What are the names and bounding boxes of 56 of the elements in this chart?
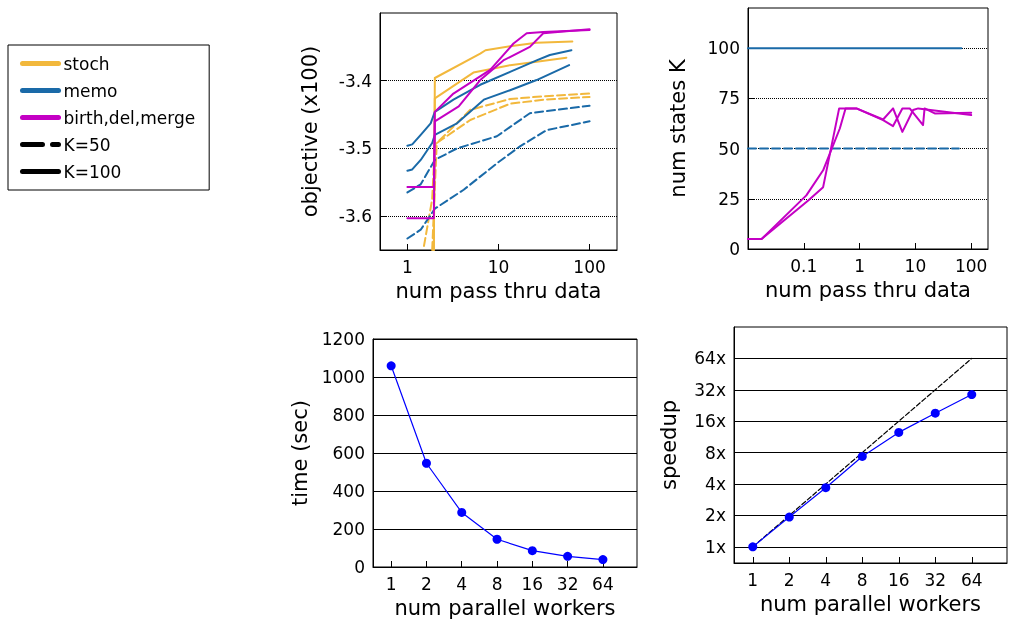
y-tick-label: 75	[718, 88, 740, 109]
y-tick-label: 400	[332, 481, 365, 501]
x-tick-label: 100	[954, 255, 988, 276]
y-tick-label: -3.4	[338, 70, 372, 91]
y-tick-label: 600	[332, 443, 365, 463]
x-axis-title: num parallel workers	[759, 591, 982, 616]
legend-label: K=50	[63, 134, 111, 155]
x-tick-label: 1	[402, 256, 413, 277]
y-tick-label: 1200	[321, 329, 365, 349]
x-axis-title: num pass thru data	[395, 278, 602, 303]
y-tick-label: 200	[332, 519, 365, 539]
y-tick-label: 64x	[694, 348, 726, 369]
x-tick-label: 2	[783, 569, 795, 590]
legend-label: memo	[63, 80, 118, 101]
x-axis-title: num pass thru data	[765, 277, 971, 302]
y-axis-title: speedup	[656, 399, 681, 491]
x-tick-label: 10	[487, 256, 510, 277]
x-tick-label: 1	[747, 569, 759, 590]
x-tick-label: 2	[421, 573, 432, 594]
x-axis-title: num parallel workers	[394, 595, 616, 620]
y-tick-label: 50	[718, 138, 740, 159]
y-tick-label: 800	[332, 405, 365, 425]
y-tick-label: 0	[354, 557, 365, 577]
y-tick-label: 32x	[694, 379, 726, 400]
y-axis-title: time (sec)	[288, 400, 313, 506]
y-tick-label: -3.5	[338, 138, 372, 159]
x-tick-label: 4	[456, 573, 468, 594]
y-tick-label: 100	[707, 38, 740, 59]
x-tick-label: 32	[924, 569, 947, 590]
y-tick-label: 4x	[705, 474, 726, 495]
y-tick-label: 1x	[705, 536, 726, 557]
x-tick-label: 1	[854, 255, 866, 276]
x-tick-label: 16	[521, 573, 544, 594]
x-tick-label: 10	[904, 255, 927, 276]
y-tick-label: 1000	[321, 367, 365, 387]
x-tick-label: 8	[856, 569, 868, 590]
x-tick-label: 4	[820, 569, 832, 590]
legend-label: stoch	[63, 53, 110, 74]
x-tick-label: 64	[592, 573, 614, 594]
legend-label: K=100	[63, 161, 122, 182]
x-tick-label: 64	[960, 569, 983, 590]
legend-label: birth,del,merge	[63, 107, 196, 128]
y-tick-label: 25	[718, 188, 740, 209]
y-tick-label: -3.6	[338, 206, 372, 227]
y-tick-label: 2x	[705, 505, 726, 526]
y-tick-label: 0	[729, 239, 740, 259]
x-tick-label: 16	[887, 569, 910, 590]
x-tick-label: 1	[385, 573, 397, 594]
x-tick-label: 0.1	[790, 255, 818, 276]
y-tick-label: 16x	[694, 411, 726, 432]
y-axis-title: num states K	[665, 58, 690, 198]
y-axis-title: objective (x100)	[297, 45, 322, 218]
y-tick-label: 8x	[705, 442, 726, 463]
x-tick-label: 8	[491, 573, 503, 594]
x-tick-label: 32	[556, 573, 579, 594]
x-tick-label: 100	[573, 256, 606, 277]
